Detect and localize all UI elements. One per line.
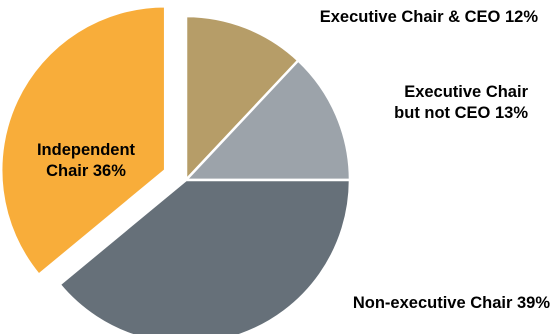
label-non-executive-chair-line-1: Non-executive Chair 39%: [352, 294, 550, 312]
label-executive-chair-not-ceo-line-2: but not CEO 13%: [394, 104, 528, 122]
label-executive-chair-ceo: Executive Chair & CEO 12%: [320, 7, 538, 28]
label-executive-chair-not-ceo-line-1: Executive Chair: [404, 83, 528, 101]
pie-slice-independent-chair: [0, 4, 167, 276]
pie-slice-executive-chair-ceo: [184, 14, 300, 182]
pie-slice-non-executive-chair: [58, 178, 352, 334]
pie-slice-executive-chair-not-ceo: [184, 59, 352, 182]
label-independent-chair-line-1: Independent: [36, 141, 136, 159]
label-independent-chair: Independent Chair 36%: [26, 140, 146, 182]
label-independent-chair-line-2: Chair 36%: [46, 162, 126, 180]
label-executive-chair-not-ceo: Executive Chair but not CEO 13%: [394, 82, 528, 124]
label-non-executive-chair: Non-executive Chair 39%: [353, 293, 550, 314]
label-executive-chair-ceo-line-1: Executive Chair & CEO 12%: [319, 8, 538, 26]
